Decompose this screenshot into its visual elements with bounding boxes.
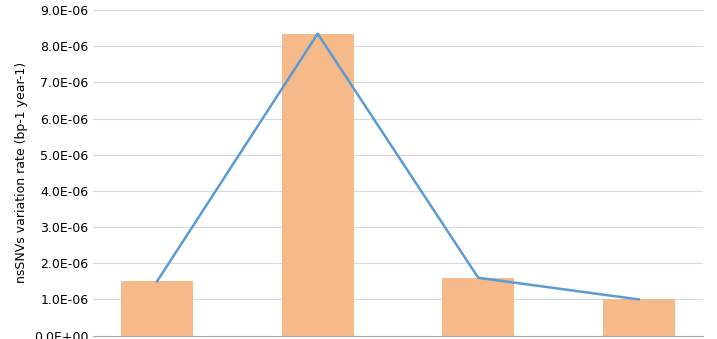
Bar [442,278,514,336]
Y-axis label: nsSNVs variation rate (bp-1 year-1): nsSNVs variation rate (bp-1 year-1) [15,62,28,283]
Bar [603,299,675,336]
Bar [121,281,193,336]
Bar [282,34,353,336]
